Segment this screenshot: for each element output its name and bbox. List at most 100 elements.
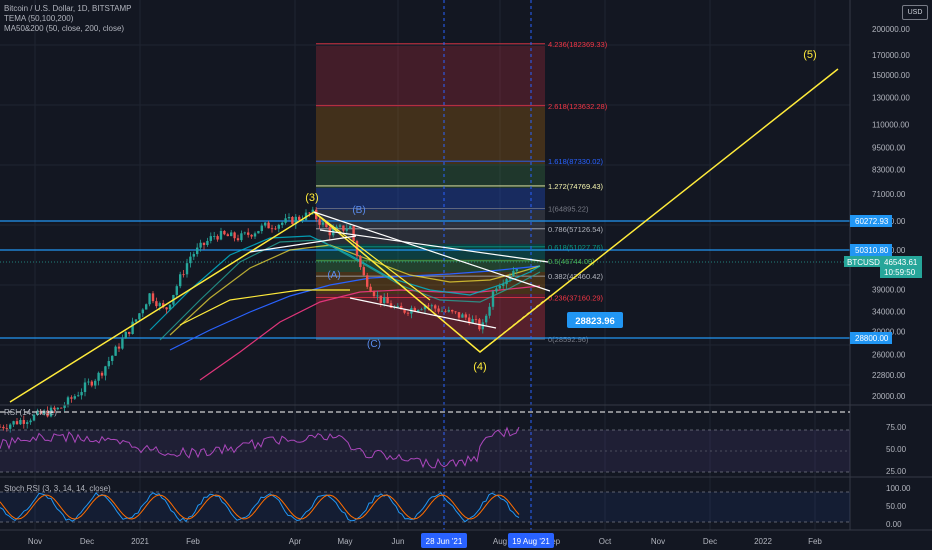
candle-body-120 [406, 312, 410, 314]
candle-body-28 [94, 380, 97, 386]
fib-label-9: 0.236(37160.29) [548, 293, 604, 302]
candle-body-137 [464, 314, 467, 318]
candle-body-35 [117, 346, 121, 349]
candle-body-36 [121, 338, 124, 349]
candle-body-99 [335, 226, 338, 229]
candle-body-127 [430, 305, 433, 307]
candle-body-39 [131, 321, 134, 334]
candle-body-1 [2, 426, 5, 429]
ma-legend[interactable]: MA50&200 (50, close, 200, close) [4, 24, 125, 33]
candle-body-124 [420, 309, 423, 311]
wave-label-4: (4) [473, 361, 486, 373]
candle-body-45 [151, 293, 155, 302]
price-tick-13: 30000.00 [872, 327, 906, 336]
price-tag-50310-text: 50310.80 [855, 246, 889, 255]
fib-extension-zones[interactable] [316, 46, 545, 338]
candle-body-41 [138, 313, 141, 320]
candle-body-23 [77, 395, 80, 397]
candle-body-109 [369, 286, 372, 292]
wave-label-b: (B) [352, 205, 365, 216]
candle-body-65 [219, 230, 223, 240]
candle-body-8 [26, 422, 29, 424]
rsi-legend[interactable]: RSI (14, close) [4, 408, 57, 417]
wave-drawings[interactable] [9, 68, 839, 403]
candle-body-34 [114, 346, 117, 356]
candle-body-92 [311, 209, 314, 214]
candle-body-152 [515, 269, 518, 271]
fib-label-3: 1.272(74769.43) [548, 182, 604, 191]
rsi-pane[interactable] [0, 411, 850, 473]
candle-body-77 [260, 225, 263, 232]
price-axis[interactable]: 200000.00 170000.00 150000.00 130000.00 1100… [872, 25, 910, 401]
rsi-tick-50: 50.00 [886, 445, 907, 454]
candle-body-3 [9, 424, 12, 429]
candle-body-129 [437, 308, 440, 312]
candle-body-133 [451, 309, 454, 312]
candle-body-57 [192, 254, 195, 257]
candle-body-123 [417, 309, 420, 312]
candle-body-110 [372, 291, 376, 297]
price-tag-50310 [850, 244, 892, 256]
candle-body-6 [19, 420, 22, 425]
tema-legend[interactable]: TEMA (50,100,200) [4, 14, 74, 23]
candle-body-64 [216, 236, 219, 240]
candle-body-71 [240, 233, 243, 241]
candle-body-47 [158, 303, 161, 307]
time-axis[interactable]: Nov Dec 2021 Feb Apr May Jun Aug Sep Oct… [28, 533, 823, 548]
price-tick-12: 34000.00 [872, 308, 906, 317]
candle-body-86 [291, 217, 294, 225]
floating-price-tag[interactable] [567, 312, 623, 328]
price-tick-3: 150000.00 [872, 71, 910, 80]
candle-body-72 [243, 232, 246, 234]
time-label-nov: Nov [28, 537, 42, 546]
candle-body-52 [175, 286, 178, 295]
countdown-text: 10:59:50 [884, 268, 916, 277]
candle-body-134 [454, 311, 457, 313]
candle-body-76 [257, 231, 260, 234]
candle-body-70 [236, 238, 240, 241]
fib-label-2: 1.618(87330.02) [548, 157, 604, 166]
candle-body-118 [400, 305, 403, 310]
price-tag-60272-text: 60272.93 [855, 217, 889, 226]
stoch-legend[interactable]: Stoch RSI (3, 3, 14, 14, close) [4, 484, 111, 493]
time-highlight-1 [421, 533, 467, 548]
time-highlight-2 [508, 533, 554, 548]
candle-body-130 [440, 310, 444, 312]
candle-body-29 [97, 372, 100, 381]
candle-body-81 [274, 228, 277, 230]
currency-button[interactable]: USD [902, 5, 928, 20]
price-tick-14: 26000.00 [872, 350, 906, 359]
candle-body-140 [474, 319, 478, 320]
time-label-2021: 2021 [131, 537, 149, 546]
candle-body-100 [338, 225, 342, 227]
candle-body-60 [202, 242, 206, 245]
candle-body-79 [267, 222, 270, 229]
price-tick-4: 130000.00 [872, 94, 910, 103]
stoch-rsi-pane[interactable] [0, 491, 850, 523]
candle-body-102 [345, 228, 348, 231]
candle-body-56 [189, 256, 192, 264]
candle-body-96 [325, 222, 328, 228]
candle-body-9 [29, 420, 32, 423]
candle-body-149 [505, 279, 508, 285]
candle-body-31 [104, 366, 107, 376]
time-label-apr: Apr [289, 537, 302, 546]
candle-body-54 [182, 274, 185, 276]
symbol-title[interactable]: Bitcoin / U.S. Dollar, 1D, BITSTAMP [4, 4, 132, 13]
candle-body-146 [495, 288, 498, 292]
candle-body-2 [5, 428, 8, 430]
candle-body-91 [308, 212, 311, 214]
candle-body-135 [457, 312, 461, 318]
candle-body-103 [349, 226, 352, 229]
candle-body-67 [226, 234, 229, 237]
price-tick-7: 83000.00 [872, 165, 906, 174]
candle-body-25 [83, 382, 87, 393]
price-tag-28800 [850, 332, 892, 344]
stoch-tick-0: 0.00 [886, 520, 902, 529]
candle-body-0 [0, 426, 2, 428]
candle-body-139 [471, 319, 474, 324]
wave-label-3: (3) [305, 192, 318, 204]
price-candles[interactable] [0, 206, 518, 433]
candle-body-136 [461, 314, 464, 318]
